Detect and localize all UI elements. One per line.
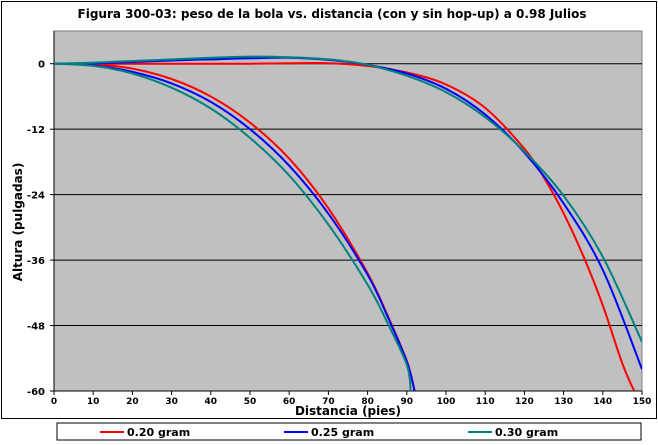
series-line-0-25-gram-1 bbox=[54, 62, 416, 391]
legend-box bbox=[56, 422, 642, 441]
x-tick-label: 10 bbox=[87, 397, 100, 407]
x-axis: 0 10 20 30 40 50 60 70 80 90 100 110 120 130 140 150 bbox=[51, 390, 652, 407]
x-tick-label: 110 bbox=[476, 397, 495, 407]
y-tick-label: -60 bbox=[27, 387, 45, 398]
y-tick-label: -36 bbox=[27, 256, 45, 267]
series-line-0-30-gram-1 bbox=[54, 62, 412, 391]
x-tick-label: 0 bbox=[51, 397, 57, 407]
legend-label: 0.25 gram bbox=[311, 426, 374, 439]
y-tick-label: -48 bbox=[27, 322, 45, 333]
legend-label: 0.20 gram bbox=[127, 426, 190, 439]
x-tick-label: 70 bbox=[322, 397, 335, 407]
x-tick-label: 140 bbox=[593, 397, 612, 407]
x-tick-label: 90 bbox=[401, 397, 414, 407]
legend: 0.20 gram 0.25 gram 0.30 gram bbox=[56, 422, 642, 441]
plot-area bbox=[53, 30, 643, 392]
x-tick-label: 130 bbox=[554, 397, 573, 407]
x-tick-label: 20 bbox=[126, 397, 139, 407]
chart-border bbox=[1, 1, 657, 419]
legend-label: 0.30 gram bbox=[495, 426, 558, 439]
x-tick-label: 100 bbox=[437, 397, 456, 407]
chart-title: Figura 300-03: peso de la bola vs. dista… bbox=[78, 7, 587, 21]
y-tick-label: -24 bbox=[27, 191, 45, 202]
x-tick-label: 50 bbox=[244, 397, 257, 407]
series-line-0-30-gram-2 bbox=[54, 55, 642, 343]
x-tick-label: 80 bbox=[361, 397, 374, 407]
x-tick-label: 40 bbox=[205, 397, 218, 407]
x-tick-label: 120 bbox=[515, 397, 534, 407]
x-tick-label: 150 bbox=[633, 397, 652, 407]
x-tick-label: 30 bbox=[165, 397, 178, 407]
y-axis-label: Altura (pulgadas) bbox=[11, 163, 25, 282]
y-tick-label: 0 bbox=[38, 60, 45, 71]
y-tick-label: -12 bbox=[27, 125, 45, 136]
y-axis: 0 -12 -24 -36 -48 -60 bbox=[27, 31, 55, 398]
x-axis-label: Distancia (pies) bbox=[295, 404, 401, 418]
x-tick-label: 60 bbox=[283, 397, 296, 407]
series-lines bbox=[54, 55, 642, 391]
